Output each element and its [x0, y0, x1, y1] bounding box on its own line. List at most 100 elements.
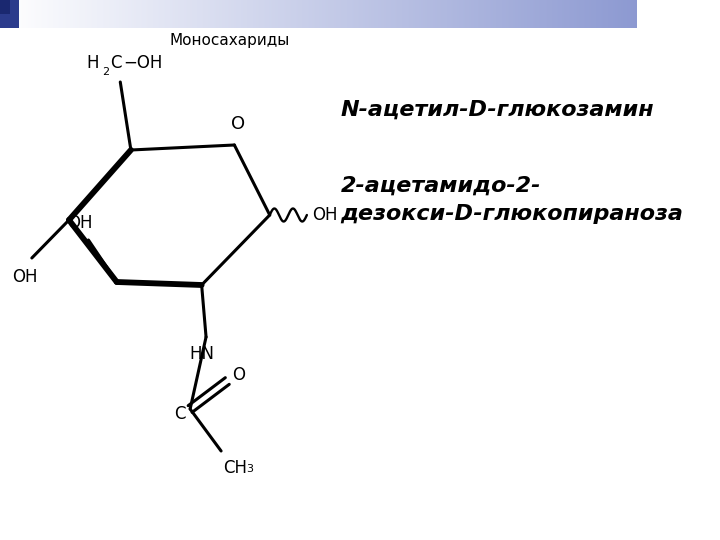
Bar [26, 0, 27, 28]
Bar [167, 0, 168, 28]
Bar [608, 0, 609, 28]
Bar [500, 0, 501, 28]
Bar [225, 0, 226, 28]
Bar [9, 0, 10, 28]
Bar [142, 0, 143, 28]
Bar [197, 0, 198, 28]
Bar [30, 0, 31, 28]
Bar [482, 0, 483, 28]
Bar [311, 0, 312, 28]
Bar [417, 0, 418, 28]
Text: HN: HN [189, 345, 214, 363]
Bar [458, 0, 459, 28]
Bar [318, 0, 319, 28]
Bar [309, 0, 310, 28]
Bar [327, 0, 328, 28]
Bar [628, 0, 629, 28]
Bar [321, 0, 322, 28]
Bar [438, 0, 439, 28]
Bar [37, 0, 38, 28]
Bar [550, 0, 551, 28]
Text: 2-ацетамидо-2-
дезокси-D-глюкопираноза: 2-ацетамидо-2- дезокси-D-глюкопираноза [341, 176, 683, 224]
Bar [617, 0, 618, 28]
Bar [10, 0, 11, 28]
Bar [285, 0, 286, 28]
Bar [201, 0, 202, 28]
Bar [357, 0, 358, 28]
Bar [58, 0, 59, 28]
Bar [127, 0, 128, 28]
Bar [212, 0, 213, 28]
Bar [116, 0, 117, 28]
Bar [261, 0, 262, 28]
Bar [222, 0, 223, 28]
Bar [585, 0, 586, 28]
Bar [257, 0, 258, 28]
Bar [0, 0, 19, 28]
Bar [16, 0, 17, 28]
Bar [231, 0, 232, 28]
Bar [518, 0, 519, 28]
Bar [148, 0, 150, 28]
Bar [604, 0, 605, 28]
Bar [41, 0, 42, 28]
Bar [560, 0, 561, 28]
Bar [209, 0, 210, 28]
Bar [284, 0, 285, 28]
Bar [67, 0, 68, 28]
Bar [208, 0, 209, 28]
Bar [392, 0, 394, 28]
Bar [43, 0, 44, 28]
Bar [175, 0, 176, 28]
Bar [153, 0, 154, 28]
Bar [501, 0, 503, 28]
Bar [451, 0, 452, 28]
Bar [546, 0, 547, 28]
Bar [522, 0, 523, 28]
Text: O: O [233, 366, 246, 384]
Bar [514, 0, 515, 28]
Bar [200, 0, 201, 28]
Bar [53, 0, 54, 28]
Bar [464, 0, 465, 28]
Bar [430, 0, 431, 28]
Bar [100, 0, 101, 28]
Bar [569, 0, 570, 28]
Bar [531, 0, 532, 28]
Bar [292, 0, 293, 28]
Bar [427, 0, 428, 28]
Bar [256, 0, 257, 28]
Bar [202, 0, 204, 28]
Bar [375, 0, 376, 28]
Bar [351, 0, 352, 28]
Bar [344, 0, 345, 28]
Bar [65, 0, 66, 28]
Bar [0, 0, 10, 14]
Bar [89, 0, 90, 28]
Bar [96, 0, 97, 28]
Bar [251, 0, 252, 28]
Bar [510, 0, 511, 28]
Bar [298, 0, 299, 28]
Bar [462, 0, 464, 28]
Bar [39, 0, 40, 28]
Bar [443, 0, 444, 28]
Bar [258, 0, 259, 28]
Bar [260, 0, 261, 28]
Bar [152, 0, 153, 28]
Bar [108, 0, 109, 28]
Bar [536, 0, 537, 28]
Bar [426, 0, 427, 28]
Bar [448, 0, 449, 28]
Bar [117, 0, 119, 28]
Bar [145, 0, 146, 28]
Bar [425, 0, 426, 28]
Bar [615, 0, 616, 28]
Bar [160, 0, 161, 28]
Bar [630, 0, 631, 28]
Bar [472, 0, 473, 28]
Bar [529, 0, 530, 28]
Text: C: C [174, 405, 185, 423]
Bar [329, 0, 330, 28]
Bar [368, 0, 369, 28]
